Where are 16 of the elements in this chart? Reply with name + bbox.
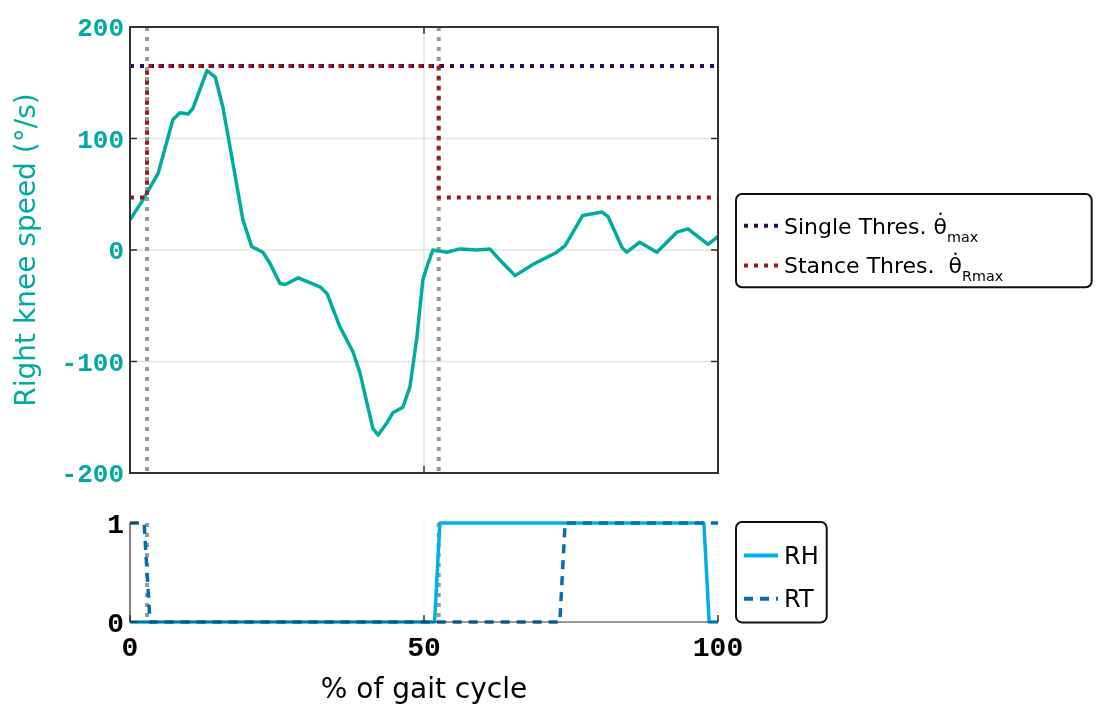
y-tick-label: 200	[77, 14, 124, 45]
legend-label: RT	[784, 585, 814, 614]
y-tick-label: 100	[77, 125, 124, 156]
x-tick-label: 50	[407, 633, 441, 664]
x-tick-label: 100	[692, 633, 744, 664]
legend-label: Stance Thres. θ̇$_{Rmax}$	[784, 252, 1004, 285]
y-tick-label: 0	[107, 608, 124, 640]
line-series	[128, 68, 720, 437]
y-tick-label: -100	[61, 348, 124, 379]
y-tick-label: -200	[61, 460, 124, 491]
x-axis-title: % of gait cycle	[320, 672, 528, 705]
legend-label: Single Thres. θ̇$_{max}$	[784, 212, 979, 245]
y-axis-title: Right knee speed (°/s)	[9, 93, 42, 407]
y-tick-label: 1	[107, 509, 124, 541]
legend-label: RH	[784, 542, 819, 570]
y-tick-label: 0	[108, 237, 124, 268]
